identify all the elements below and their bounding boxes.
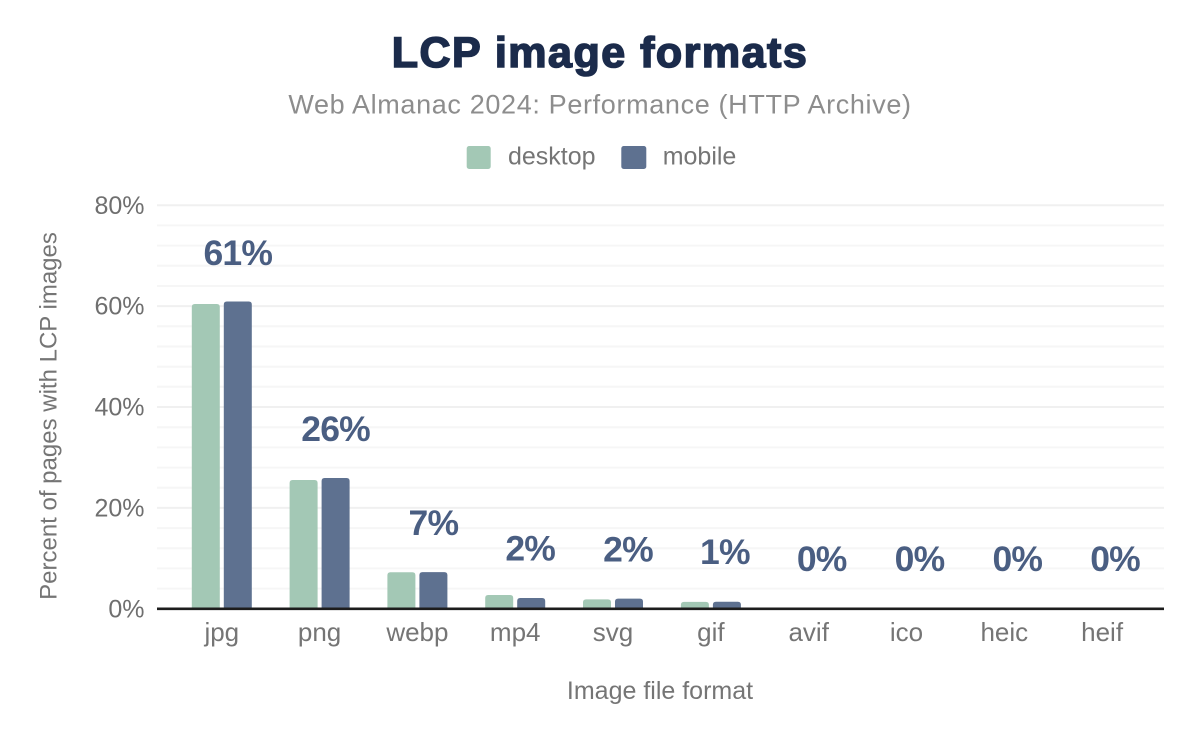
svg-text:40%: 40%	[94, 394, 144, 422]
svg-text:gif: gif	[697, 617, 725, 647]
svg-text:Percent of pages with LCP imag: Percent of pages with LCP images	[36, 232, 63, 600]
svg-text:webp: webp	[385, 617, 448, 647]
svg-text:Image file format: Image file format	[567, 677, 753, 705]
svg-text:80%: 80%	[94, 192, 144, 220]
svg-text:svg: svg	[593, 617, 633, 647]
svg-text:ico: ico	[890, 617, 923, 647]
svg-text:Web Almanac 2024: Performance: Web Almanac 2024: Performance (HTTP Arch…	[288, 90, 911, 120]
svg-text:61%: 61%	[203, 233, 272, 273]
svg-text:26%: 26%	[301, 409, 370, 449]
svg-text:2%: 2%	[505, 529, 555, 569]
svg-text:7%: 7%	[409, 503, 459, 543]
svg-text:png: png	[298, 617, 341, 647]
svg-text:0%: 0%	[992, 539, 1042, 579]
svg-text:mp4: mp4	[490, 617, 541, 647]
svg-text:jpg: jpg	[203, 617, 239, 647]
svg-text:0%: 0%	[895, 539, 945, 579]
svg-text:20%: 20%	[94, 495, 144, 523]
svg-text:heic: heic	[980, 617, 1028, 647]
svg-text:2%: 2%	[603, 530, 653, 570]
svg-text:0%: 0%	[108, 595, 144, 623]
svg-text:0%: 0%	[1090, 539, 1140, 579]
svg-text:LCP image formats: LCP image formats	[392, 29, 809, 77]
svg-text:1%: 1%	[700, 532, 750, 572]
svg-text:avif: avif	[788, 617, 829, 647]
svg-text:0%: 0%	[797, 539, 847, 579]
svg-text:desktop: desktop	[508, 143, 596, 171]
svg-text:60%: 60%	[94, 293, 144, 321]
svg-text:mobile: mobile	[663, 143, 737, 171]
svg-text:heif: heif	[1081, 617, 1124, 647]
